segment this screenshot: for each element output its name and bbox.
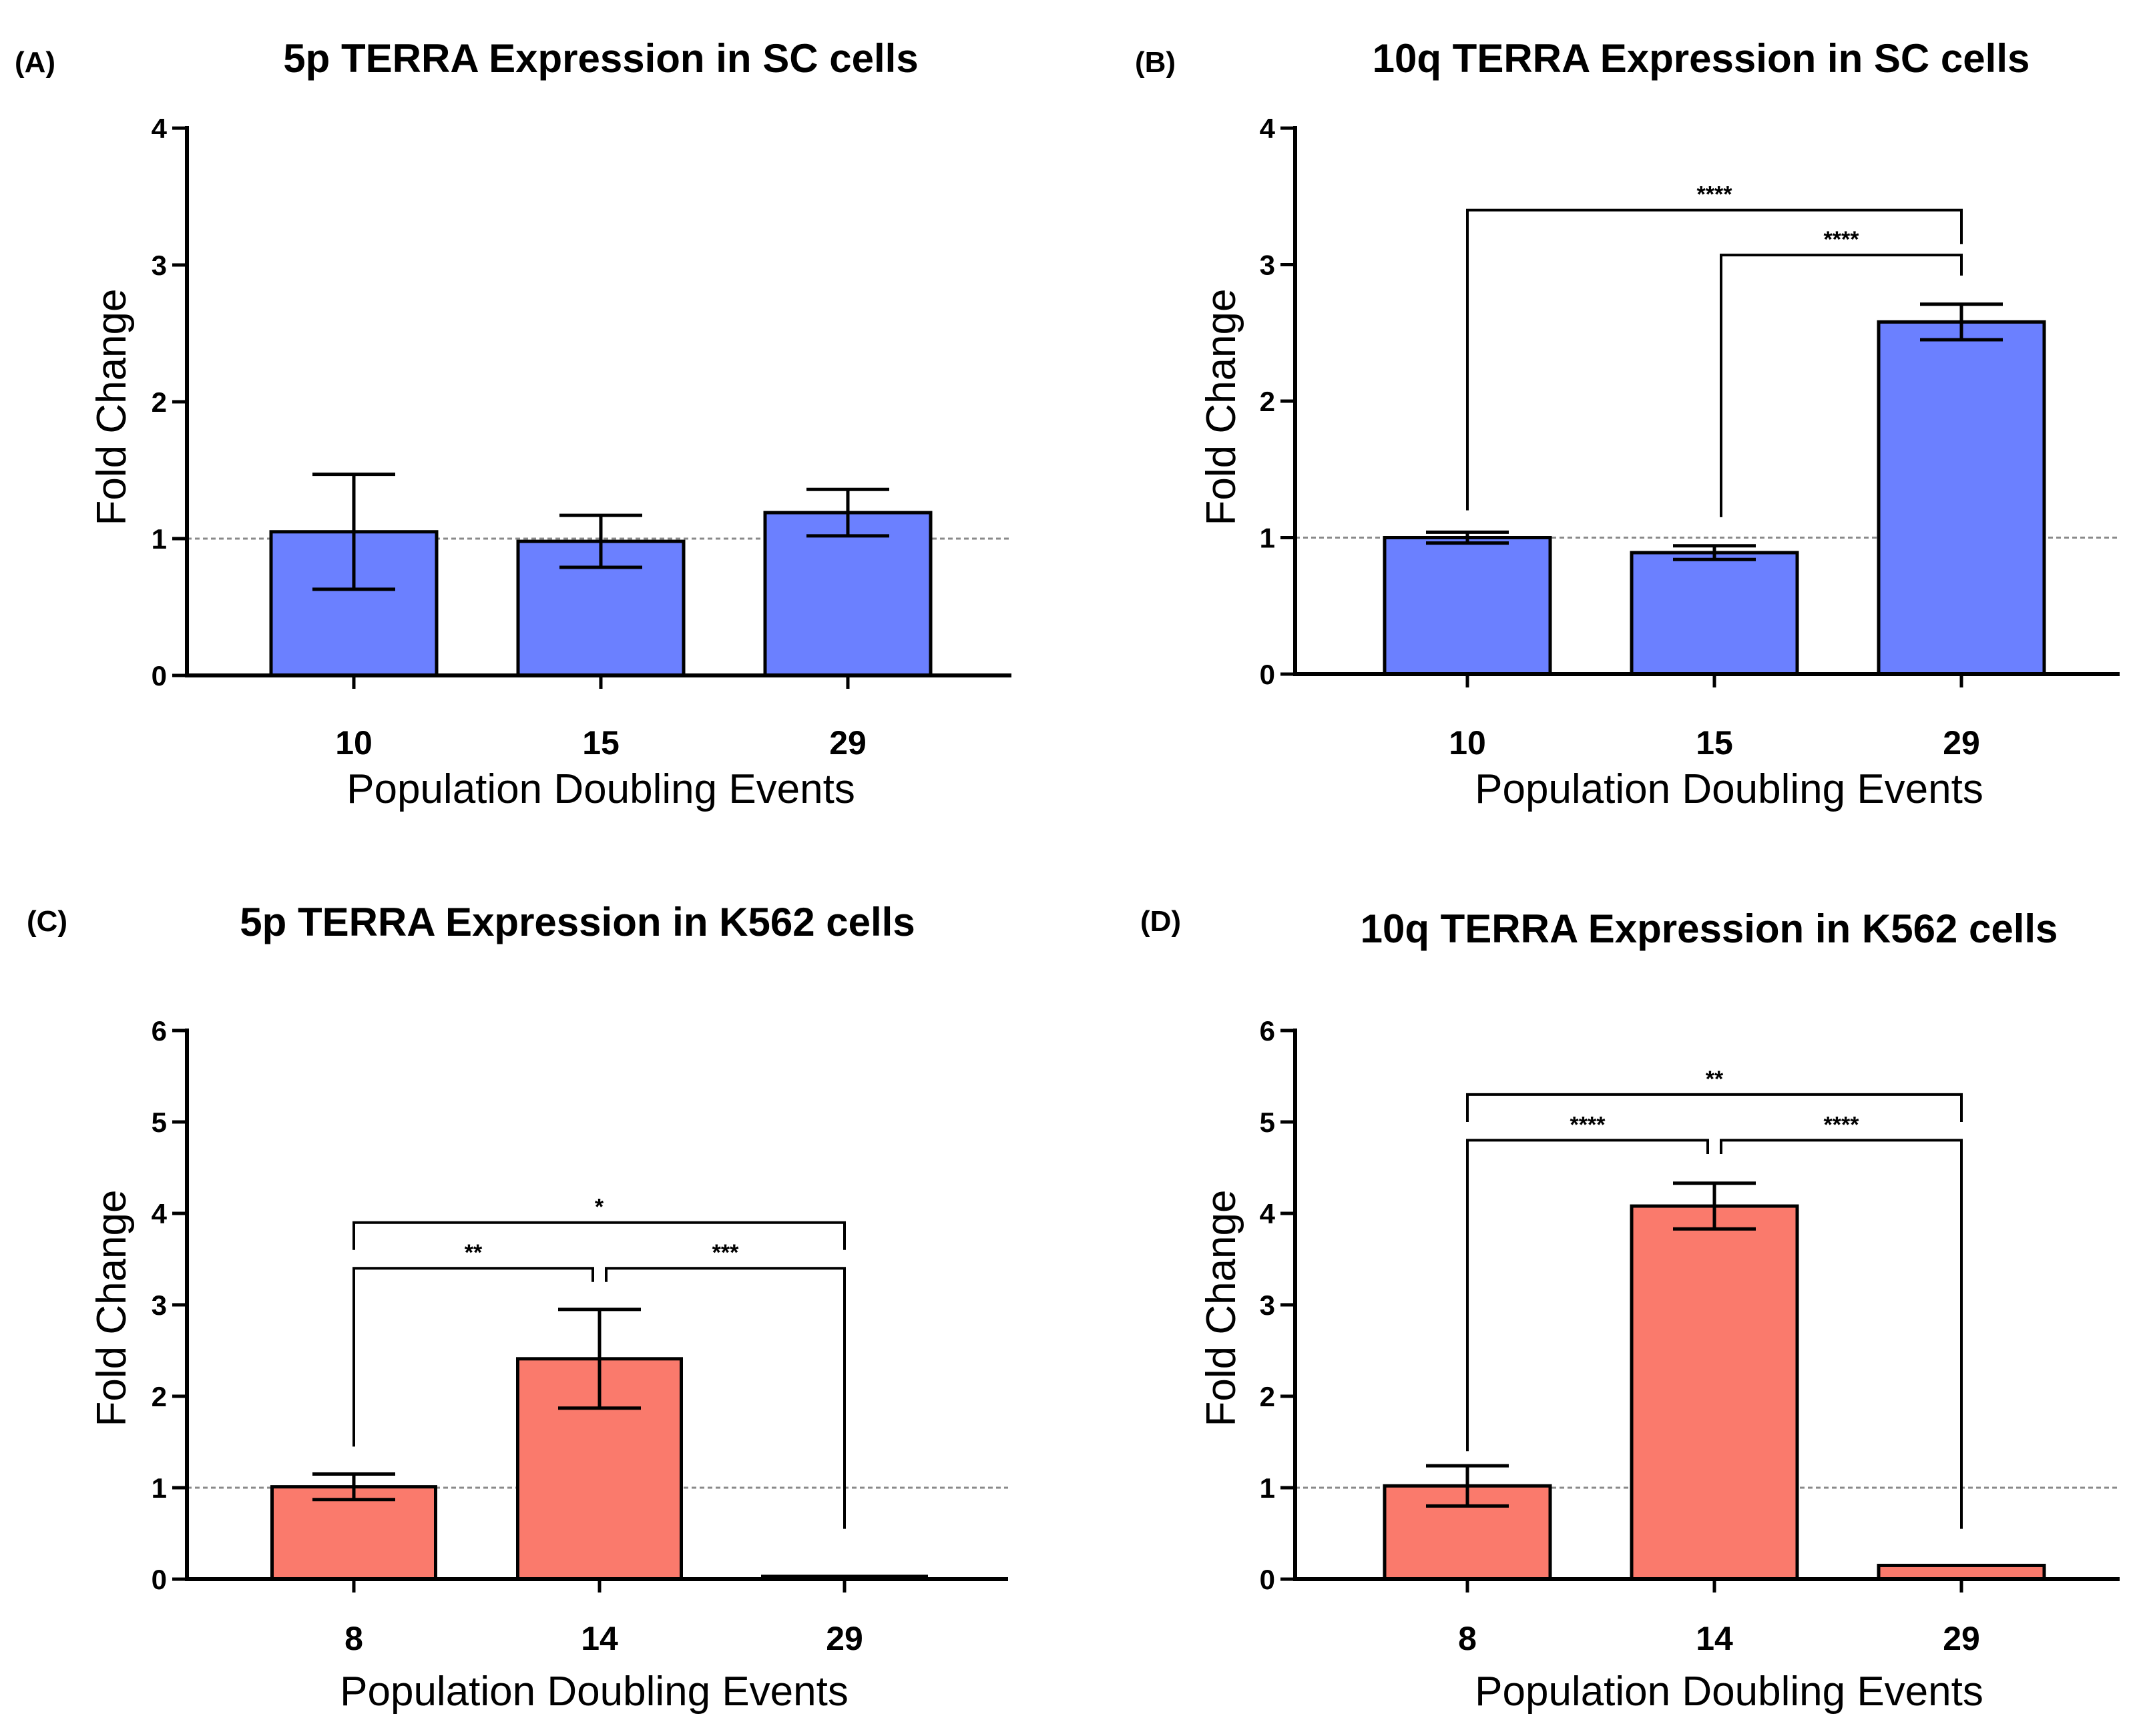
bar-10 <box>1383 536 1552 676</box>
panel-label: (B) <box>1135 46 1176 79</box>
chart-title: 10q TERRA Expression in SC cells <box>1373 36 2030 81</box>
y-tick-label: 1 <box>152 523 167 555</box>
significance-label: *** <box>712 1240 739 1265</box>
significance-bracket <box>352 1221 846 1250</box>
y-tick-label: 3 <box>1260 1289 1275 1321</box>
x-tick-label-14: 14 <box>581 1620 618 1657</box>
chart-title: 5p TERRA Expression in SC cells <box>283 36 918 81</box>
y-axis-title: Fold Change <box>1198 1189 1244 1426</box>
y-tick-label: 4 <box>152 1198 168 1229</box>
bar-15 <box>1630 551 1799 676</box>
significance-label: **** <box>1697 182 1733 208</box>
significance-bracket <box>1466 208 1963 511</box>
x-axis-title: Population Doubling Events <box>340 1669 849 1715</box>
y-tick-label: 6 <box>152 1015 167 1047</box>
y-tick-label: 0 <box>1260 659 1275 690</box>
y-tick-label: 3 <box>152 250 167 281</box>
panel-d: (D) 10q TERRA Expression in K562 cells P… <box>1140 905 2120 1715</box>
panel-c: (C) 5p TERRA Expression in K562 cells Po… <box>27 900 1008 1715</box>
x-tick-label-8: 8 <box>1458 1620 1477 1657</box>
y-tick-label: 3 <box>1260 250 1275 281</box>
significance-label: ** <box>465 1240 483 1265</box>
x-axis-title: Population Doubling Events <box>346 766 855 812</box>
y-tick-label: 4 <box>152 113 168 144</box>
x-tick-label-8: 8 <box>344 1620 363 1657</box>
x-tick-label-29: 29 <box>1943 1620 1980 1657</box>
x-tick-label-29: 29 <box>1943 724 1980 762</box>
y-tick-label: 2 <box>152 386 167 418</box>
y-tick-label: 1 <box>1260 1472 1275 1504</box>
significance-label: * <box>595 1195 604 1220</box>
panel-a: (A) 5p TERRA Expression in SC cells Popu… <box>15 36 1011 812</box>
y-tick-label: 6 <box>1260 1015 1275 1047</box>
panel-label: (D) <box>1140 905 1181 938</box>
panel-b: (B) 10q TERRA Expression in SC cells Pop… <box>1135 36 2120 812</box>
x-tick-label-15: 15 <box>582 724 620 762</box>
y-tick-label: 4 <box>1260 113 1276 144</box>
x-axis-title: Population Doubling Events <box>1475 1669 1983 1715</box>
y-tick-label: 0 <box>152 660 167 691</box>
y-tick-label: 3 <box>152 1289 167 1321</box>
significance-bracket <box>605 1267 846 1529</box>
x-tick-label-14: 14 <box>1696 1620 1733 1657</box>
significance-label: **** <box>1824 227 1860 252</box>
y-tick-label: 5 <box>1260 1107 1275 1138</box>
y-tick-label: 5 <box>152 1107 167 1138</box>
x-tick-label-15: 15 <box>1696 724 1733 762</box>
x-axis-title: Population Doubling Events <box>1475 766 1983 812</box>
significance-bracket <box>1720 254 1963 517</box>
y-tick-label: 2 <box>152 1381 167 1412</box>
y-tick-label: 1 <box>1260 523 1275 554</box>
y-tick-label: 1 <box>152 1472 167 1504</box>
significance-label: **** <box>1824 1112 1860 1137</box>
x-tick-label-10: 10 <box>335 724 373 762</box>
significance-bracket <box>1720 1139 1963 1529</box>
bar-29 <box>1877 1563 2046 1581</box>
bar-14 <box>1630 1204 1799 1581</box>
chart-title: 5p TERRA Expression in K562 cells <box>240 900 915 944</box>
x-tick-label-29: 29 <box>829 724 867 762</box>
panel-label: (C) <box>27 905 67 938</box>
significance-bracket <box>1466 1093 1963 1122</box>
panel-label: (A) <box>15 46 55 79</box>
significance-bracket <box>352 1267 594 1447</box>
significance-label: ** <box>1706 1067 1724 1092</box>
y-axis-title: Fold Change <box>89 1189 135 1426</box>
y-tick-label: 0 <box>152 1564 167 1595</box>
chart-title: 10q TERRA Expression in K562 cells <box>1361 906 2058 951</box>
y-axis-title: Fold Change <box>89 288 135 525</box>
y-tick-label: 2 <box>1260 386 1275 417</box>
y-axis-title: Fold Change <box>1198 288 1244 525</box>
x-tick-label-29: 29 <box>826 1620 863 1657</box>
y-tick-label: 2 <box>1260 1381 1275 1412</box>
x-tick-label-10: 10 <box>1449 724 1486 762</box>
y-tick-label: 4 <box>1260 1198 1276 1229</box>
significance-label: **** <box>1570 1112 1606 1137</box>
y-tick-label: 0 <box>1260 1564 1275 1595</box>
bar-29 <box>1877 320 2046 676</box>
significance-bracket <box>1466 1139 1709 1452</box>
